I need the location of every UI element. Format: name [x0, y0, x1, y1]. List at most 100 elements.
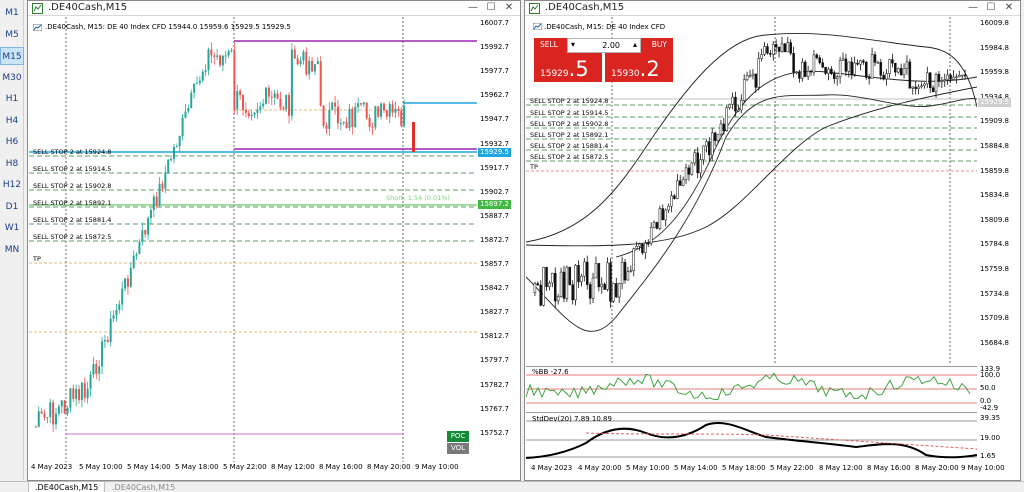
timeframe-h12[interactable]: H12 [2, 180, 22, 190]
timeframe-w1[interactable]: W1 [4, 223, 20, 233]
timeframe-h8[interactable]: H8 [5, 158, 19, 169]
price-tick-label: 15887.7 [480, 211, 509, 220]
price-axis-right[interactable]: 16009.8 15984.8 15959.8 15934.8 15909.8 15884… [977, 17, 1021, 365]
time-axis-left[interactable]: 4 May 2023 5 May 10:00 5 May 14:00 5 May 18… [29, 463, 477, 475]
price-axis-left[interactable]: 16007.7 15992.7 15977.7 15962.7 15947.7 15932… [477, 17, 521, 462]
sell-stop-order-label[interactable]: SELL STOP 2 at 15902.8 [530, 120, 609, 128]
sell-stop-order-label[interactable]: SELL STOP 2 at 15902.8 [33, 182, 112, 190]
candle-body [818, 57, 822, 63]
price-tick-label: 16007.7 [480, 19, 509, 27]
candle-body [862, 60, 865, 63]
poc-button[interactable]: POC [447, 431, 469, 442]
window-titlebar[interactable]: .DE40Cash,M15 — ☐ ✕ [525, 1, 1020, 16]
candle-body [267, 87, 270, 97]
candle-body [299, 60, 302, 65]
candle-body [748, 75, 752, 77]
candle-body [63, 400, 66, 414]
tab-chart-1[interactable]: .DE40Cash,M15 [28, 482, 106, 492]
candle-body [594, 263, 598, 279]
sell-stop-order-label[interactable]: SELL STOP 2 at 15881.4 [33, 216, 112, 224]
candle-body [227, 51, 230, 56]
price-tick-label: 15872.7 [480, 235, 509, 244]
close-button[interactable]: ✕ [1004, 2, 1014, 13]
timeframe-h6[interactable]: H6 [5, 137, 19, 147]
candle-body [342, 121, 345, 123]
candle-body [285, 95, 288, 110]
stddev-indicator-line [526, 420, 977, 459]
sell-stop-order-label[interactable]: SELL STOP 2 at 15872.5 [530, 153, 609, 161]
price-tick-label: 15962.7 [480, 91, 509, 100]
tab-chart-2[interactable]: .DE40Cash,M15 [112, 483, 176, 492]
minimize-button[interactable]: — [468, 2, 478, 13]
minimize-button[interactable]: — [968, 2, 978, 13]
price-tick-label: 15909.8 [980, 117, 1009, 126]
sell-stop-order-label[interactable]: SELL STOP 2 at 15924.8 [530, 97, 609, 105]
sell-stop-order-label[interactable]: SELL STOP 2 at 15914.5 [33, 165, 112, 173]
timeframe-m1[interactable]: M1 [5, 8, 19, 18]
candle-body [161, 183, 164, 189]
candle-body [362, 102, 365, 105]
price-tick-label: 15767.7 [480, 404, 509, 413]
maximize-button[interactable]: ☐ [986, 2, 996, 13]
lot-size-field[interactable]: ▾ 2.00 ▴ [567, 38, 641, 53]
timeframe-h4[interactable]: H4 [5, 115, 19, 126]
chart-window-right[interactable]: .DE40Cash,M15 — ☐ ✕ .DE40Cash, M15: DE 4… [524, 0, 1021, 481]
price-chart-right[interactable]: .DE40Cash, M15: DE 40 Index CFD SELL STO… [526, 17, 977, 365]
price-tick-label: 15992.7 [480, 43, 509, 52]
candle-body [80, 382, 83, 401]
close-button[interactable]: ✕ [504, 2, 514, 13]
candle-body [617, 283, 621, 298]
timeframe-m30[interactable]: M30 [2, 72, 22, 83]
maximize-button[interactable]: ☐ [486, 2, 496, 13]
sell-stop-order-label[interactable]: SELL STOP 2 at 15914.5 [530, 109, 609, 117]
candle-body [305, 51, 308, 75]
take-profit-label[interactable]: TP [33, 255, 41, 263]
sell-stop-order-label[interactable]: SELL STOP 2 at 15881.4 [530, 142, 609, 150]
sell-stop-order-label[interactable]: SELL STOP 2 at 15892.1 [33, 199, 112, 207]
time-tick-label: 5 May 10:00 [626, 464, 670, 472]
candle-body [365, 102, 368, 119]
price-tick-label: 15809.8 [980, 215, 1009, 224]
candle-body [374, 106, 377, 128]
candle-body [118, 304, 121, 311]
candle-body [899, 68, 903, 76]
chart-window-left[interactable]: .DE40Cash,M15 — ☐ ✕ .DE40Cash, M15: DE 4… [27, 0, 521, 481]
price-tick-label: 15959.8 [980, 68, 1009, 77]
time-axis-right[interactable]: 4 May 2023 4 May 20:00 5 May 10:00 5 May 14… [526, 464, 1005, 476]
sell-stop-order-label[interactable]: SELL STOP 2 at 15892.1 [530, 131, 609, 139]
lot-decrease-icon[interactable]: ▾ [571, 40, 576, 49]
stddev-indicator-panel[interactable]: StdDev(20) 7.89 10.89 [526, 412, 977, 463]
take-profit-label[interactable]: TP [530, 163, 538, 171]
timeframe-d1[interactable]: D1 [5, 201, 19, 212]
candle-body [49, 402, 52, 418]
sell-stop-order-label[interactable]: SELL STOP 2 at 15872.5 [33, 233, 112, 241]
time-tick-label: 5 May 14:00 [674, 464, 718, 472]
time-tick-label: 5 May 10:00 [79, 463, 123, 471]
price-chart-left[interactable]: .DE40Cash, M15: DE 40 Index CFD 15944.0 … [29, 17, 477, 462]
price-tick-label: 15752.7 [480, 428, 509, 437]
timeframe-m15[interactable]: M15 [0, 47, 24, 65]
bb-indicator-panel[interactable]: %BB -27.6 [526, 366, 977, 411]
window-titlebar[interactable]: .DE40Cash,M15 — ☐ ✕ [28, 1, 520, 16]
time-tick-label: 8 May 12:00 [271, 463, 315, 471]
candle-body [551, 272, 554, 284]
sell-stop-order-label[interactable]: SELL STOP 2 at 15924.8 [33, 148, 112, 156]
candle-body [242, 95, 245, 110]
candle-body [629, 270, 633, 272]
moving-average [526, 86, 977, 247]
timeframe-m5[interactable]: M5 [5, 29, 19, 40]
candle-body [348, 108, 351, 129]
timeframe-mn[interactable]: MN [4, 244, 20, 255]
lot-increase-icon[interactable]: ▴ [632, 40, 637, 49]
one-click-trading-panel: SELL 15929.5 BUY 15930.2 ▾ 2.00 ▴ [534, 38, 673, 82]
vol-button[interactable]: VOL [447, 443, 469, 454]
candle-body [623, 262, 627, 281]
candle-body [328, 109, 331, 129]
timeframe-h1[interactable]: H1 [5, 94, 19, 104]
candle-body [43, 413, 46, 418]
candle-body [908, 61, 912, 89]
candle-body [124, 278, 127, 289]
candle-body [583, 261, 586, 277]
candle-body [351, 108, 354, 127]
candle-body [757, 58, 760, 88]
